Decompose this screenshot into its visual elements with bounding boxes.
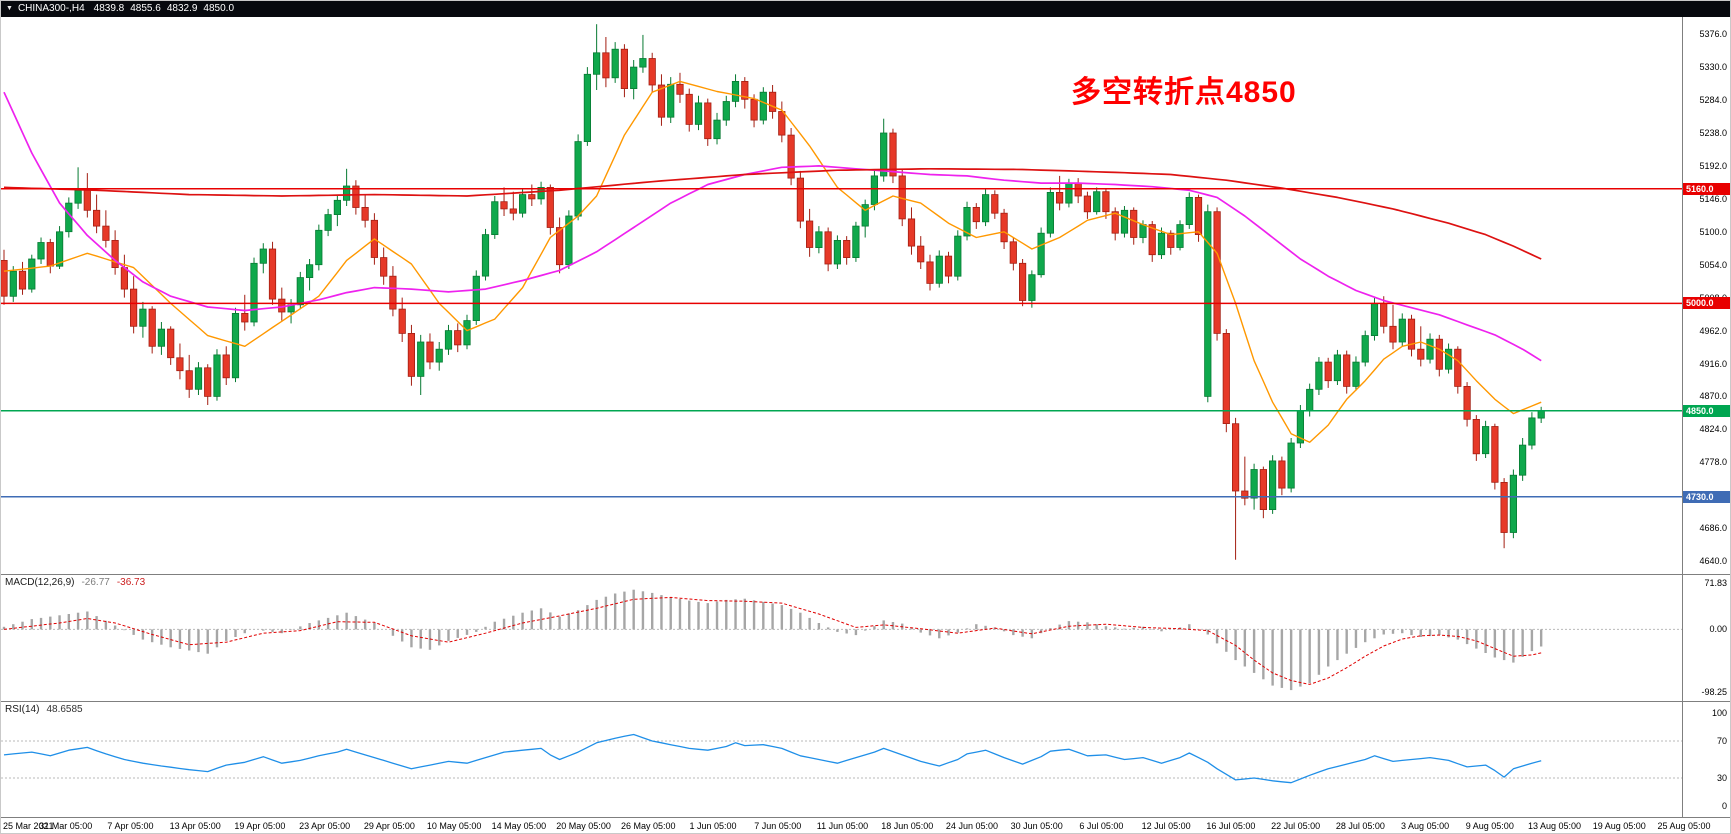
ma-line-fast-orange [3, 80, 1542, 443]
price-level-tag: 5160.0 [1683, 182, 1730, 195]
symbol-timeframe-label: CHINA300-,H4 [17, 3, 85, 14]
price-axis-label: 4640.0 [1699, 556, 1727, 567]
macd-label: MACD(12,26,9) -26.77 -36.73 [5, 577, 145, 588]
time-axis-label: 13 Aug 05:00 [1528, 821, 1582, 831]
time-axis-label: 11 Jun 05:00 [816, 821, 869, 831]
time-axis-label: 13 Apr 05:00 [169, 821, 221, 831]
price-axis-label: 4870.0 [1699, 391, 1727, 402]
price-axis-label: 5376.0 [1699, 29, 1727, 40]
time-axis-label: 26 May 05:00 [621, 821, 676, 831]
time-axis-label: 14 May 05:00 [491, 821, 547, 831]
time-axis-label: 29 Apr 05:00 [363, 821, 415, 831]
price-chart-pane: 多空转折点4850 5376.0 5330.0 5284.0 5238.0 5192.0… [1, 17, 1730, 575]
price-axis-label: 4824.0 [1699, 424, 1727, 435]
macd-axis-label: 0.00 [1709, 624, 1727, 635]
price-axis-label: 4686.0 [1699, 523, 1727, 534]
rsi-canvas[interactable] [1, 702, 1684, 817]
chart-header-bar: ▼ CHINA300-,H4 4839.8 4855.6 4832.9 4850.0 [1, 1, 1730, 17]
macd-indicator-pane: MACD(12,26,9) -26.77 -36.73 71.83 0.00 -98.2… [1, 575, 1730, 702]
ohlc-close-value: 4850.0 [203, 3, 235, 14]
ma-line-slow-red [3, 167, 1542, 260]
rsi-name: RSI(14) [5, 704, 40, 715]
time-axis-label: 19 Apr 05:00 [234, 821, 286, 831]
time-axis[interactable]: 25 Mar 2021 31 Mar 05:00 7 Apr 05:00 13 Apr… [1, 818, 1730, 833]
macd-signal-line [3, 596, 1542, 685]
rsi-value: 48.6585 [46, 704, 83, 715]
macd-signal-value: -36.73 [116, 577, 146, 588]
ohlc-low-value: 4832.9 [166, 3, 198, 14]
time-axis-label: 1 Jun 05:00 [689, 821, 737, 831]
symbol-dropdown-icon[interactable]: ▼ [6, 5, 13, 12]
price-axis-label: 5100.0 [1699, 226, 1727, 237]
time-axis-label: 16 Jul 05:00 [1206, 821, 1256, 831]
price-level-tag: 5000.0 [1683, 297, 1730, 310]
time-axis-label: 20 May 05:00 [556, 821, 611, 831]
rsi-indicator-pane: RSI(14) 48.6585 100 70 30 0 [1, 702, 1730, 818]
price-axis-label: 4962.0 [1699, 325, 1727, 336]
ohlc-open-value: 4839.8 [93, 3, 125, 14]
price-axis-label: 5284.0 [1699, 95, 1727, 106]
time-axis-label: 7 Apr 05:00 [107, 821, 154, 831]
time-axis-label: 18 Jun 05:00 [881, 821, 934, 831]
rsi-axis: 100 70 30 0 [1682, 702, 1730, 817]
time-axis-label: 19 Aug 05:00 [1592, 821, 1646, 831]
time-axis-label: 7 Jun 05:00 [754, 821, 802, 831]
price-axis-label: 5054.0 [1699, 259, 1727, 270]
price-axis-label: 4778.0 [1699, 457, 1727, 468]
time-axis-label: 12 Jul 05:00 [1141, 821, 1191, 831]
time-axis-label: 24 Jun 05:00 [945, 821, 998, 831]
time-axis-label: 10 May 05:00 [426, 821, 482, 831]
rsi-line [3, 733, 1542, 784]
price-level-tag: 4730.0 [1683, 490, 1730, 503]
rsi-axis-label: 30 [1716, 773, 1727, 784]
price-axis-label: 5238.0 [1699, 127, 1727, 138]
time-axis-label: 3 Aug 05:00 [1401, 821, 1450, 831]
price-axis-label: 5192.0 [1699, 160, 1727, 171]
rsi-axis-label: 0 [1721, 800, 1727, 811]
time-axis-label: 25 Aug 05:00 [1657, 821, 1711, 831]
macd-histogram [2, 589, 1543, 691]
time-axis-label: 31 Mar 05:00 [39, 821, 93, 831]
macd-canvas[interactable] [1, 575, 1684, 701]
macd-axis-label: -98.25 [1701, 687, 1727, 698]
candlestick-series [1, 24, 1545, 560]
price-axis-label: 5146.0 [1699, 193, 1727, 204]
time-axis-label: 28 Jul 05:00 [1335, 821, 1385, 831]
macd-main-value: -26.77 [81, 577, 110, 588]
price-axis: 5376.0 5330.0 5284.0 5238.0 5192.0 5146.0 5100… [1682, 17, 1730, 574]
time-axis-label: 9 Aug 05:00 [1465, 821, 1514, 831]
rsi-axis-label: 70 [1716, 735, 1727, 746]
price-axis-label: 4916.0 [1699, 358, 1727, 369]
rsi-label: RSI(14) 48.6585 [5, 704, 83, 715]
macd-axis-label: 71.83 [1704, 578, 1727, 589]
ohlc-high-value: 4855.6 [130, 3, 161, 14]
price-level-tag: 4850.0 [1683, 404, 1730, 417]
macd-name: MACD(12,26,9) [5, 577, 75, 588]
time-axis-label: 22 Jul 05:00 [1271, 821, 1321, 831]
time-axis-label: 30 Jun 05:00 [1010, 821, 1063, 831]
ma-line-medium-magenta [3, 91, 1542, 362]
time-axis-label: 25 Mar 2021 [3, 821, 54, 831]
time-axis-label: 23 Apr 05:00 [299, 821, 351, 831]
price-chart-canvas[interactable] [1, 17, 1684, 574]
rsi-axis-label: 100 [1711, 708, 1727, 719]
price-axis-label: 5330.0 [1699, 62, 1727, 73]
time-axis-label: 6 Jul 05:00 [1079, 821, 1124, 831]
macd-axis: 71.83 0.00 -98.25 [1682, 575, 1730, 701]
chart-annotation-text: 多空转折点4850 [1071, 76, 1297, 109]
